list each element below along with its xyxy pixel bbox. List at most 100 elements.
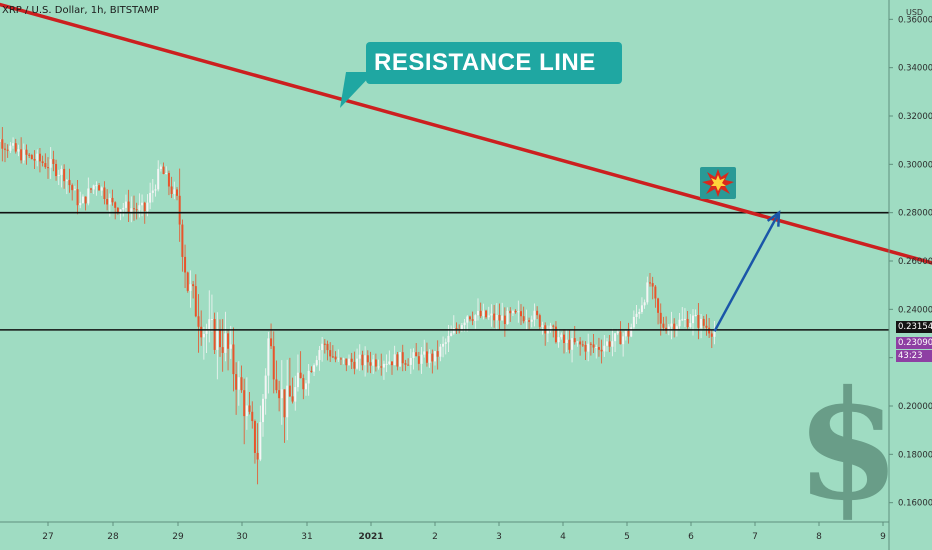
candle-body xyxy=(138,205,141,211)
candle-body xyxy=(337,358,340,360)
candle-body xyxy=(571,338,574,350)
candle-body xyxy=(243,390,246,417)
candle-body xyxy=(471,319,474,321)
candle-body xyxy=(455,328,458,330)
candle-body xyxy=(377,366,380,368)
candle-body xyxy=(702,318,705,326)
candle-body xyxy=(114,202,117,208)
candle-body xyxy=(272,346,275,380)
candle-body xyxy=(678,319,681,327)
candle-body xyxy=(149,192,152,203)
candle-body xyxy=(12,143,15,146)
candle-body xyxy=(52,159,55,164)
candle-body xyxy=(643,302,646,306)
candle-body xyxy=(409,357,412,365)
time-tick-label: 5 xyxy=(624,532,630,542)
candle-body xyxy=(501,315,504,321)
candle-body xyxy=(700,318,703,328)
candle-body xyxy=(536,310,539,316)
candle-body xyxy=(651,283,654,287)
candle-body xyxy=(546,330,549,334)
candle-body xyxy=(205,330,208,334)
candle-body xyxy=(0,139,1,142)
candle-body xyxy=(20,149,23,161)
candle-body xyxy=(614,333,617,342)
candle-body xyxy=(622,336,625,345)
candle-body xyxy=(493,313,496,321)
candle-body xyxy=(186,272,189,291)
candle-body xyxy=(315,360,318,366)
candle-body xyxy=(412,352,415,358)
candle-body xyxy=(420,354,423,364)
candle-body xyxy=(127,201,130,214)
candle-body xyxy=(401,352,404,364)
candle-body xyxy=(79,203,82,206)
last-price-tag: 0.23154 xyxy=(896,321,932,333)
candle-body xyxy=(603,345,606,352)
candle-body xyxy=(466,316,469,323)
svg-text:$: $ xyxy=(796,358,900,534)
candle-body xyxy=(41,161,44,164)
candle-body xyxy=(71,185,74,191)
horizontal-lines xyxy=(0,211,889,331)
time-tick-label: 7 xyxy=(752,532,758,542)
arrow-shaft xyxy=(713,212,781,332)
candle-body xyxy=(576,341,579,343)
candle-body xyxy=(296,372,299,388)
candle-body xyxy=(525,320,528,322)
candle-body xyxy=(87,188,90,204)
candle-body xyxy=(270,338,273,347)
candle-body xyxy=(154,189,157,191)
candle-body xyxy=(659,312,662,324)
candle-body xyxy=(353,361,356,369)
candle-body xyxy=(713,331,716,337)
candle-body xyxy=(248,405,251,412)
candle-body xyxy=(339,358,342,360)
time-tick-label: 9 xyxy=(880,532,886,542)
candle-body xyxy=(151,190,154,193)
candle-body xyxy=(460,325,463,331)
price-tick-label: 0.24000 xyxy=(898,305,932,315)
candle-body xyxy=(477,310,479,316)
candle-body xyxy=(116,207,119,213)
candle-body xyxy=(280,389,283,399)
candle-body xyxy=(4,148,6,150)
candle-body xyxy=(479,310,482,317)
candle-body xyxy=(30,155,33,160)
candle-body xyxy=(498,314,501,321)
candle-body xyxy=(1,139,4,149)
candle-body xyxy=(391,361,393,366)
candle-body xyxy=(167,172,170,187)
candle-body xyxy=(597,347,600,350)
candle-body xyxy=(224,333,227,353)
candle-body xyxy=(485,310,488,318)
candle-body xyxy=(372,359,375,366)
candle-body xyxy=(323,343,326,345)
candle-body xyxy=(143,202,146,212)
candle-body xyxy=(404,363,407,365)
candle-body xyxy=(299,372,302,379)
candle-body xyxy=(159,166,162,169)
candle-body xyxy=(557,337,560,343)
candle-body xyxy=(407,364,410,366)
candle-body xyxy=(673,323,676,331)
candle-body xyxy=(329,350,332,357)
time-tick-label: 27 xyxy=(42,532,53,542)
candle-body xyxy=(608,341,611,347)
time-tick-label: 3 xyxy=(496,532,502,542)
callout-label: RESISTANCE LINE xyxy=(374,49,596,76)
explosion-icon xyxy=(700,167,736,199)
candle-body xyxy=(22,149,25,161)
candle-body xyxy=(552,325,555,327)
candle-body xyxy=(208,319,211,331)
candle-body xyxy=(173,189,176,194)
candle-body xyxy=(649,282,651,284)
countdown-tag: 43:23 xyxy=(896,350,932,362)
candle-body xyxy=(681,319,684,321)
candle-body xyxy=(382,363,385,368)
candle-body xyxy=(388,361,391,364)
candle-body xyxy=(219,330,221,348)
candle-body xyxy=(103,187,106,200)
candle-body xyxy=(47,167,49,169)
